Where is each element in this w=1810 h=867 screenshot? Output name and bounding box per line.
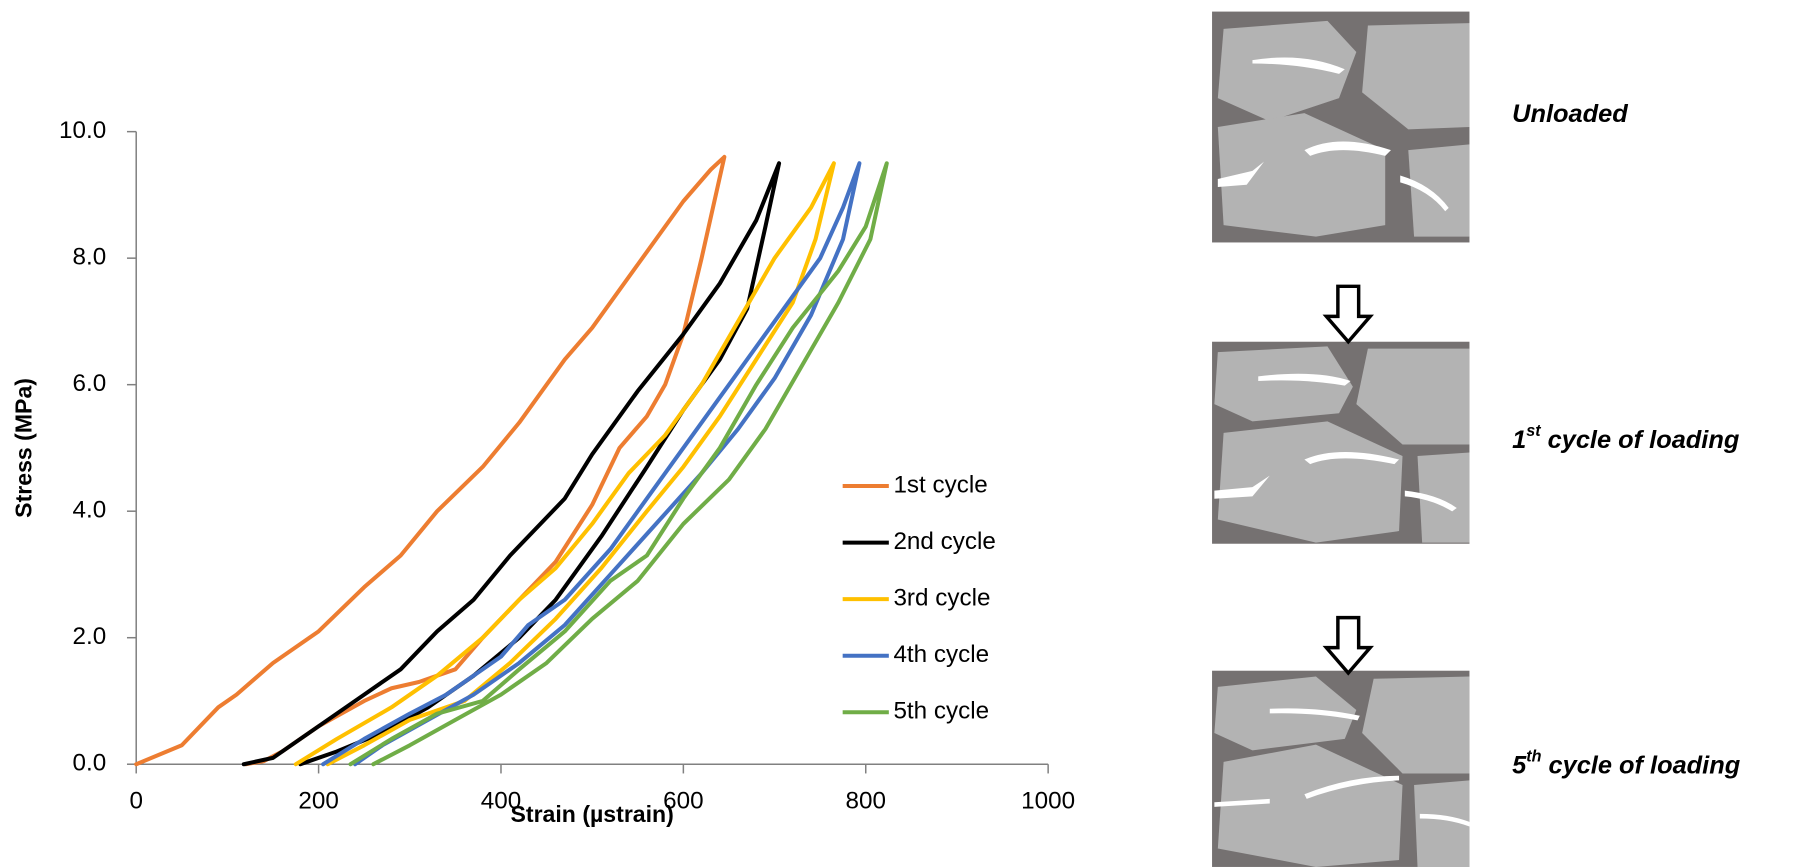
ordinal: 5	[1512, 751, 1527, 779]
legend-label: 1st cycle	[893, 471, 987, 498]
panel-label: 1st cycle of loading	[1512, 422, 1740, 454]
series-line	[321, 161, 862, 767]
y-tick-label: 4.0	[72, 497, 106, 524]
x-tick-label: 200	[298, 788, 338, 815]
superscript: st	[1526, 422, 1541, 440]
legend-label: 4th cycle	[893, 641, 989, 668]
y-tick-label: 6.0	[72, 370, 106, 397]
legend-label: 3rd cycle	[893, 585, 990, 612]
y-tick-label: 10.0	[59, 117, 106, 144]
series-line	[134, 154, 727, 767]
series-line	[293, 161, 836, 767]
x-tick-label: 400	[481, 788, 521, 815]
x-tick-label: 600	[663, 788, 703, 815]
series-line	[348, 161, 889, 767]
panel-unloaded	[1212, 11, 1470, 243]
legend-label: 2nd cycle	[893, 528, 995, 555]
chart: 0.0 2.0 4.0 6.0 8.0 10.0 0 200 400 600 800 1000 1st …	[59, 117, 1075, 815]
label-text: cycle of loading	[1548, 426, 1740, 454]
legend-label: 5th cycle	[893, 698, 989, 725]
x-axis-title: Strain (µstrain)	[511, 801, 674, 827]
label-text: cycle of loading	[1548, 751, 1740, 779]
panel-cycle-1	[1212, 341, 1470, 544]
x-tick-label: 800	[846, 788, 886, 815]
superscript: th	[1526, 748, 1541, 766]
panel-cycle-5	[1212, 670, 1470, 867]
y-axis-title: Stress (MPa)	[10, 378, 36, 518]
y-tick-label: 2.0	[72, 623, 106, 650]
panel-label: 5th cycle of loading	[1512, 748, 1741, 780]
x-tick-label: 1000	[1021, 788, 1075, 815]
y-tick-label: 8.0	[72, 244, 106, 271]
panel-label: Unloaded	[1512, 100, 1628, 128]
ordinal: 1	[1512, 426, 1526, 454]
arrow	[1322, 284, 1374, 345]
x-tick-label: 0	[129, 788, 142, 815]
arrow	[1322, 615, 1374, 676]
y-tick-label: 0.0	[72, 750, 106, 777]
